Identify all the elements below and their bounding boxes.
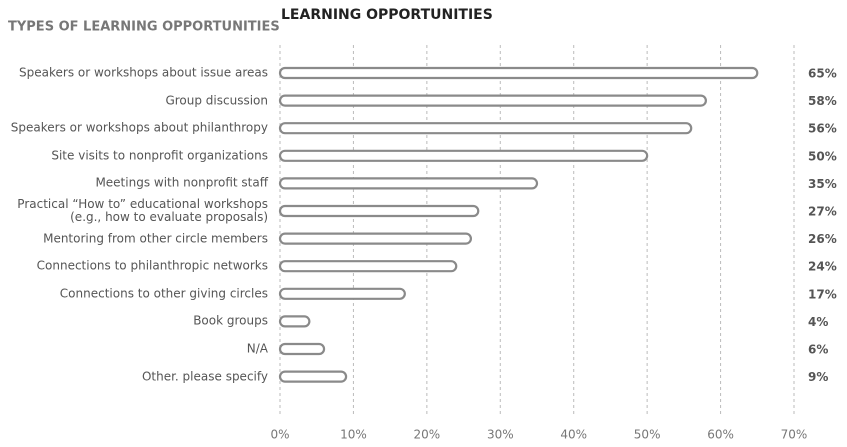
bar xyxy=(278,94,707,107)
value-label: 58% xyxy=(808,94,837,108)
value-label: 6% xyxy=(808,343,828,357)
bar xyxy=(278,315,311,328)
bar xyxy=(278,342,326,356)
bar xyxy=(278,232,473,245)
x-tick-label: 40% xyxy=(560,428,587,442)
category-header: TYPES OF LEARNING OPPORTUNITIES xyxy=(8,20,280,35)
value-label: 50% xyxy=(808,149,837,163)
value-label: 56% xyxy=(808,122,837,136)
value-label: 24% xyxy=(808,260,837,274)
value-label: 65% xyxy=(808,67,837,81)
category-label: Mentoring from other circle members xyxy=(43,231,268,246)
category-label: Book groups xyxy=(193,313,268,328)
value-label: 26% xyxy=(808,232,837,246)
chart-title: LEARNING OPPORTUNITIES xyxy=(281,7,493,23)
bar xyxy=(278,66,759,80)
bar xyxy=(278,149,649,162)
x-tick-label: 20% xyxy=(414,428,441,442)
category-label: Site visits to nonprofit organizations xyxy=(51,148,268,163)
x-tick-label: 50% xyxy=(634,428,661,442)
x-tick-label: 60% xyxy=(707,428,734,442)
value-label: 35% xyxy=(808,177,837,191)
x-tick-label: 0% xyxy=(270,428,289,442)
category-label: Group discussion xyxy=(165,93,268,108)
x-tick-label: 30% xyxy=(487,428,514,442)
value-label: 4% xyxy=(808,315,828,329)
x-tick-label: 10% xyxy=(340,428,367,442)
value-label: 9% xyxy=(808,370,828,384)
bar xyxy=(278,370,348,383)
category-label: Meetings with nonprofit staff xyxy=(95,175,268,190)
bar xyxy=(278,260,458,273)
category-label: Speakers or workshops about issue areas xyxy=(19,65,268,80)
category-label: Practical “How to” educational workshops… xyxy=(17,197,268,224)
category-label: Connections to other giving circles xyxy=(59,286,268,301)
value-label: 27% xyxy=(808,205,837,219)
bar xyxy=(278,177,539,190)
value-label: 17% xyxy=(808,287,837,301)
category-label: Speakers or workshops about philanthropy xyxy=(10,120,268,135)
bar xyxy=(278,287,406,300)
category-label: N/A xyxy=(246,341,268,356)
x-tick-label: 70% xyxy=(781,428,808,442)
bar xyxy=(278,122,693,135)
bar xyxy=(278,204,480,218)
category-label: Other. please specify xyxy=(141,369,268,384)
category-label: Connections to philanthropic networks xyxy=(36,258,268,273)
